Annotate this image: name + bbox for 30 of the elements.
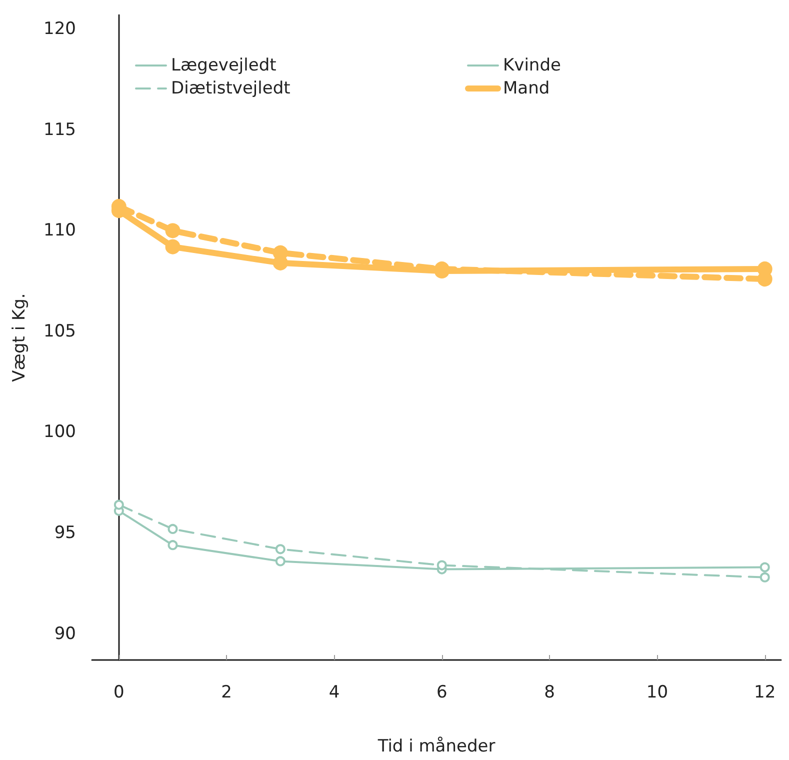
legend-label: Kvinde: [503, 56, 561, 76]
x-axis-title: Tid i måneder: [376, 736, 496, 756]
legend-label: Diætistvejledt: [171, 78, 291, 98]
y-tick-label: 110: [44, 220, 76, 241]
x-tick-label: 0: [114, 682, 124, 702]
y-axis-title: Vægt i Kg.: [10, 293, 30, 382]
point: [760, 572, 770, 582]
x-tick-label: 6: [436, 682, 448, 702]
x-tick-label: 12: [754, 682, 776, 702]
legend-label: Mand: [503, 78, 550, 98]
x-tick-label: 4: [328, 682, 340, 702]
point: [275, 556, 286, 566]
y-tick-label: 95: [54, 523, 76, 544]
point: [165, 223, 180, 238]
x-tick-label: 2: [221, 682, 232, 702]
y-tick-label: 90: [54, 624, 76, 644]
point: [165, 239, 180, 254]
legend-label: Lægevejledt: [171, 56, 277, 76]
y-tick-label: 100: [44, 422, 76, 442]
point: [760, 562, 770, 572]
point: [168, 524, 178, 534]
y-tick-label: 120: [44, 19, 76, 40]
x-tick-label: 8: [544, 682, 555, 702]
x-tick-label: 10: [646, 682, 668, 702]
point: [114, 500, 124, 510]
point: [168, 540, 178, 550]
y-tick-label: 115: [44, 120, 76, 140]
point: [275, 544, 286, 554]
y-tick-label: 105: [44, 321, 76, 342]
point: [436, 560, 447, 570]
